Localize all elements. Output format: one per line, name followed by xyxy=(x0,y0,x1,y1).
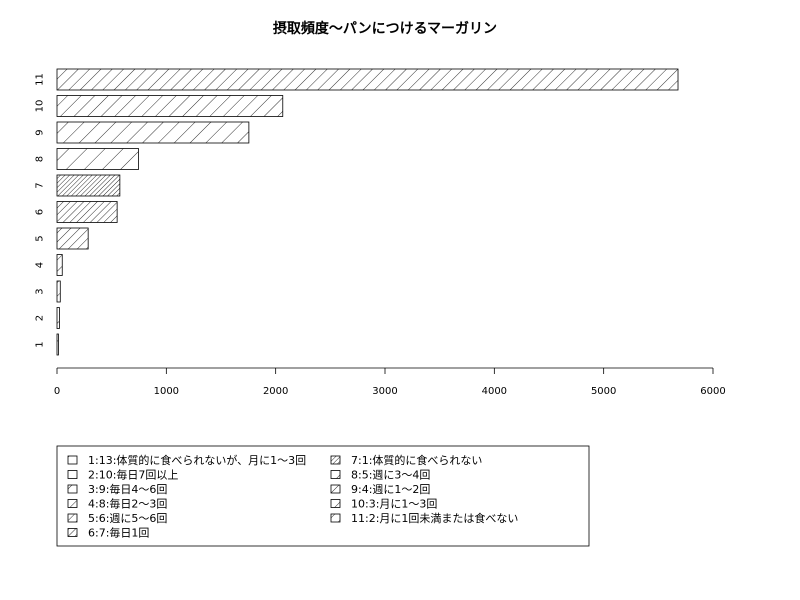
bar-8 xyxy=(56,148,139,170)
x-tick-label-2000: 2000 xyxy=(263,386,288,397)
legend: 1:13:体質的に食べられないが、月に1〜3回 2:10:毎日7回以上3:9:毎日… xyxy=(56,445,590,547)
x-tick-label-4000: 4000 xyxy=(482,386,507,397)
legend-swatch-2 xyxy=(67,470,78,479)
y-tick-label-6: 6 xyxy=(35,209,46,215)
bar-3 xyxy=(56,280,61,303)
x-axis: 0 1000 2000 3000 4000 5000 6000 xyxy=(54,367,726,397)
y-tick-label-9: 9 xyxy=(35,129,46,135)
legend-label-2: 2:10:毎日7回以上 xyxy=(88,469,178,482)
legend-label-7: 7:1:体質的に食べられない xyxy=(351,453,482,467)
legend-label-9: 9:4:週に1〜2回 xyxy=(351,483,430,496)
legend-swatch-8 xyxy=(330,470,341,479)
bar-7 xyxy=(56,174,121,197)
bars xyxy=(56,68,679,356)
legend-label-11: 11:2:月に1回未満または食べない xyxy=(351,511,518,525)
bar-2 xyxy=(56,307,60,329)
y-tick-label-5: 5 xyxy=(35,235,46,241)
y-tick-labels: 1 2 3 4 5 6 7 8 9 10 11 xyxy=(35,73,46,348)
legend-swatch-11 xyxy=(330,513,341,523)
y-tick-label-2: 2 xyxy=(35,315,46,321)
legend-swatch-6 xyxy=(67,528,78,537)
x-tick-label-6000: 6000 xyxy=(700,386,725,397)
legend-label-3: 3:9:毎日4〜6回 xyxy=(88,483,167,496)
bar-10 xyxy=(56,95,284,117)
bar-9 xyxy=(56,121,250,144)
legend-swatch-3 xyxy=(67,484,78,494)
y-tick-label-7: 7 xyxy=(35,182,46,188)
y-tick-label-3: 3 xyxy=(35,288,46,294)
bar-4 xyxy=(56,254,63,276)
chart-title: 摂取頻度〜パンにつけるマーガリン xyxy=(273,20,497,37)
y-tick-label-1: 1 xyxy=(35,341,46,347)
x-tick-label-0: 0 xyxy=(54,386,60,397)
x-tick-label-1000: 1000 xyxy=(154,386,179,397)
x-tick-label-3000: 3000 xyxy=(372,386,397,397)
bar-5 xyxy=(56,227,89,250)
legend-label-6: 6:7:毎日1回 xyxy=(88,527,149,540)
bar-1 xyxy=(56,333,59,356)
x-tick-label-5000: 5000 xyxy=(591,386,616,397)
bar-6 xyxy=(56,201,118,223)
legend-swatch-1 xyxy=(67,455,78,465)
legend-label-10: 10:3:月に1〜3回 xyxy=(351,498,437,511)
legend-swatch-10 xyxy=(330,499,341,508)
legend-label-8: 8:5:週に3〜4回 xyxy=(351,469,430,482)
y-tick-label-8: 8 xyxy=(35,156,46,162)
legend-swatch-5 xyxy=(67,513,78,523)
y-tick-label-10: 10 xyxy=(35,100,46,113)
legend-box xyxy=(56,445,590,547)
legend-swatch-9 xyxy=(330,484,341,494)
legend-swatch-4 xyxy=(67,499,78,508)
legend-label-4: 4:8:毎日2〜3回 xyxy=(88,498,167,511)
y-tick-label-11: 11 xyxy=(35,73,46,86)
legend-swatch-7 xyxy=(330,455,341,465)
legend-label-5: 5:6:週に5〜6回 xyxy=(88,512,167,525)
bar-11 xyxy=(56,68,679,91)
legend-label-1: 1:13:体質的に食べられないが、月に1〜3回 xyxy=(88,453,306,467)
y-tick-label-4: 4 xyxy=(35,262,46,268)
